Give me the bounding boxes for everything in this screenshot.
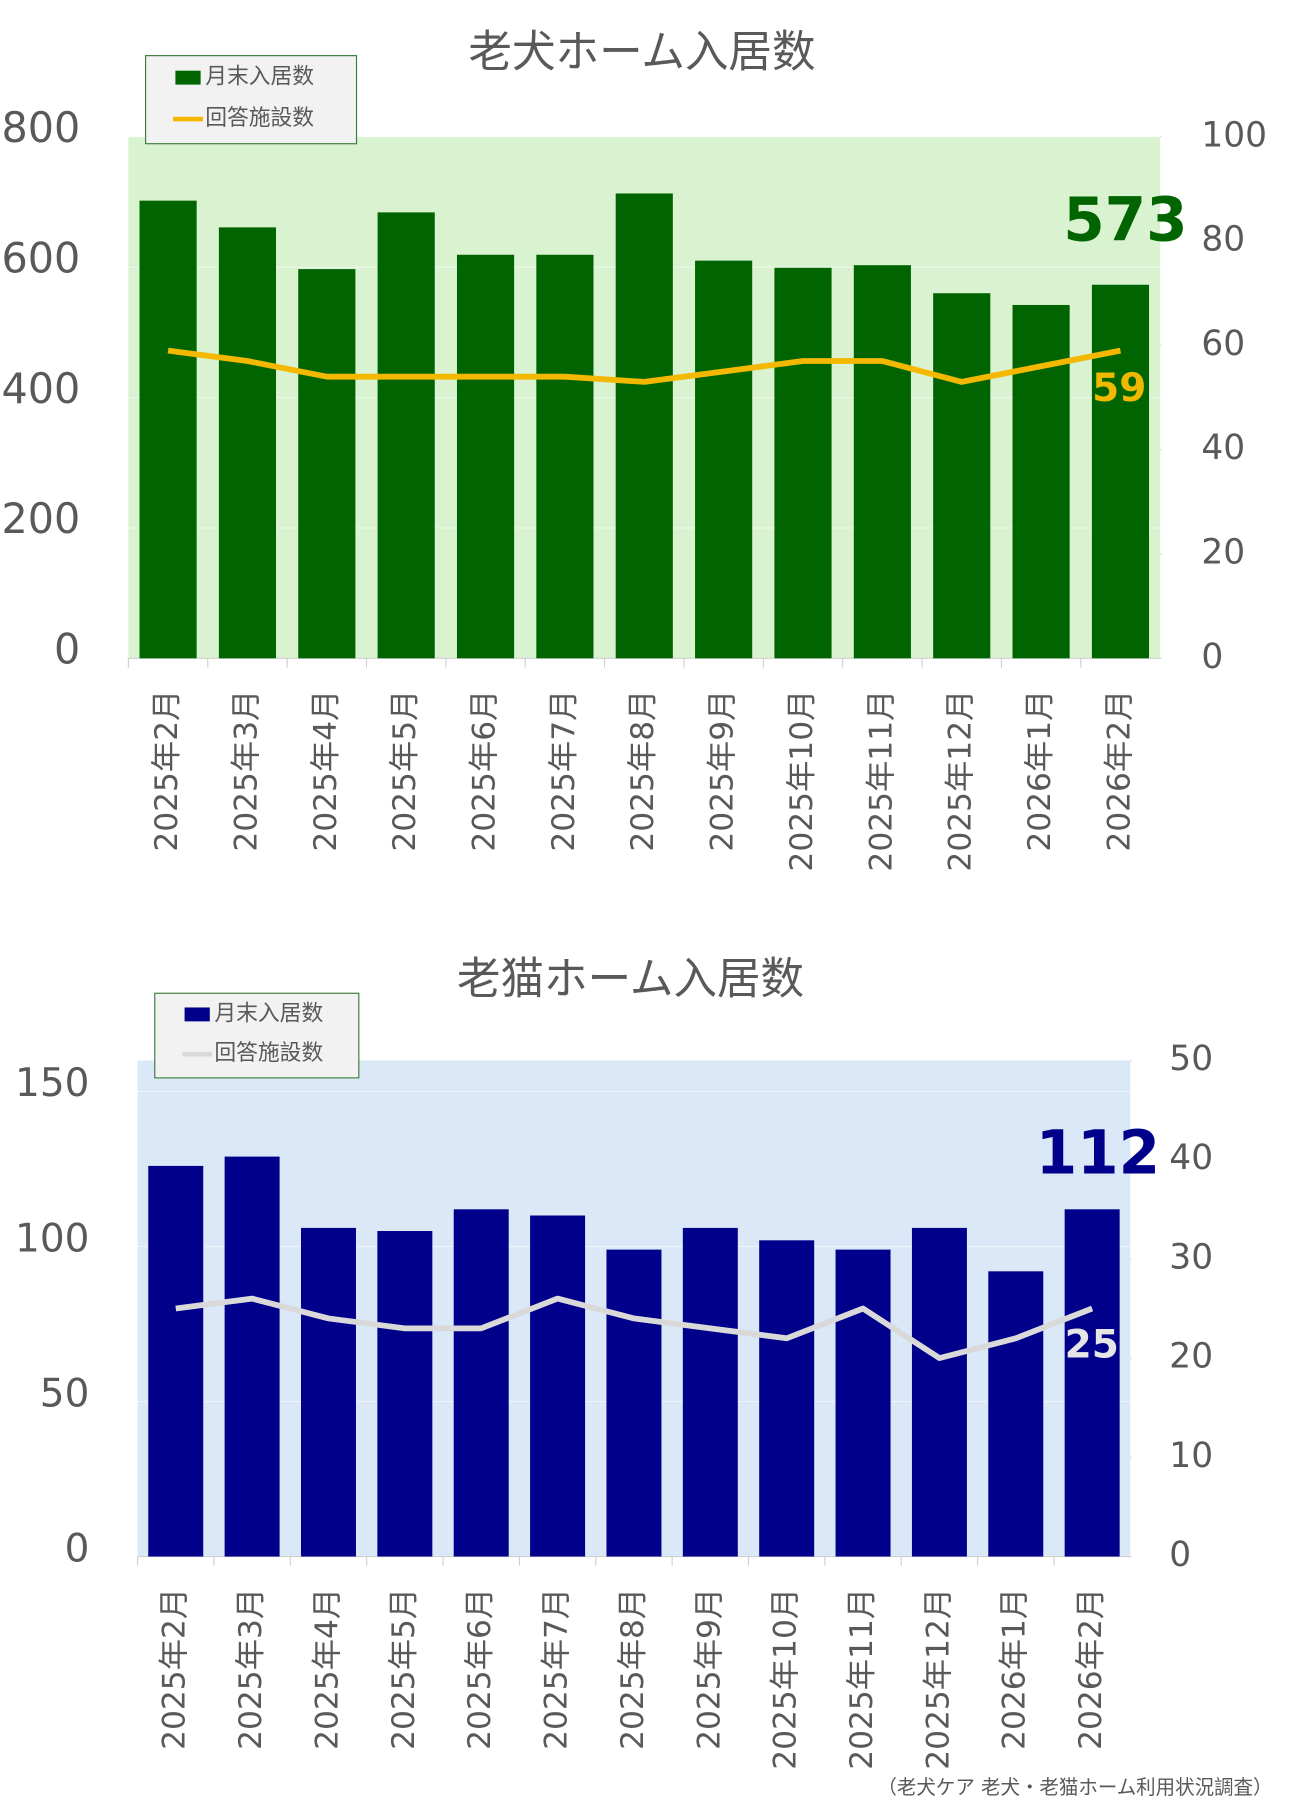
x-tick-label: 2026年2月 — [1073, 1588, 1109, 1750]
y2-tick-label: 40 — [1169, 1138, 1213, 1178]
bar — [148, 1165, 204, 1557]
y-tick-label: 150 — [15, 1061, 89, 1106]
bar — [456, 254, 515, 659]
bar — [453, 1209, 509, 1557]
bar — [139, 200, 197, 659]
x-tick-label: 2025年4月 — [308, 690, 344, 852]
x-tick-label: 2026年2月 — [1102, 690, 1138, 852]
data-label: 25 — [1065, 1322, 1119, 1367]
y2-tick-label: 0 — [1169, 1535, 1191, 1575]
bar — [536, 254, 594, 659]
y2-tick-label: 20 — [1169, 1337, 1213, 1377]
bar — [933, 293, 991, 659]
legend-label: 月末入居数 — [214, 1001, 323, 1026]
y-tick-label: 50 — [40, 1371, 90, 1416]
footnote: （老犬ケア 老犬・老猫ホーム利用状況調査） — [877, 1776, 1272, 1799]
bar — [377, 212, 435, 659]
x-tick-label: 2025年10月 — [784, 690, 820, 872]
x-tick-label: 2025年7月 — [546, 690, 582, 852]
x-tick-label: 2025年5月 — [387, 690, 423, 852]
x-tick-label: 2025年11月 — [863, 690, 899, 872]
bar — [377, 1231, 433, 1557]
y-tick-label: 600 — [1, 233, 80, 282]
y2-tick-label: 30 — [1169, 1237, 1213, 1277]
x-tick-label: 2025年5月 — [386, 1588, 422, 1750]
y-tick-label: 800 — [1, 103, 80, 152]
legend-box — [145, 55, 358, 145]
x-tick-label: 2025年6月 — [462, 1588, 498, 1750]
y2-tick-label: 50 — [1169, 1039, 1213, 1079]
chart-title: 老猫ホーム入居数 — [457, 954, 804, 1005]
data-label: 573 — [1063, 185, 1187, 255]
x-tick-label: 2026年1月 — [1022, 690, 1058, 852]
y-tick-label: 200 — [1, 494, 80, 543]
legend-swatch — [175, 70, 201, 85]
x-tick-label: 2026年1月 — [997, 1588, 1033, 1750]
x-tick-label: 2025年3月 — [233, 1588, 269, 1750]
bar — [695, 260, 753, 659]
bar — [606, 1249, 662, 1557]
x-tick-label: 2025年4月 — [310, 1588, 346, 1750]
bar — [835, 1249, 891, 1557]
legend-swatch — [184, 1007, 210, 1022]
bar — [759, 1240, 815, 1557]
bar — [530, 1215, 586, 1557]
bar — [774, 267, 832, 659]
legend-label: 月末入居数 — [205, 65, 314, 90]
y2-tick-label: 0 — [1201, 637, 1223, 677]
x-tick-label: 2025年2月 — [149, 690, 185, 852]
x-tick-label: 2025年7月 — [539, 1588, 575, 1750]
y2-tick-label: 60 — [1201, 324, 1245, 364]
y-tick-label: 0 — [54, 624, 80, 673]
data-label: 112 — [1036, 1118, 1160, 1188]
y-tick-label: 100 — [15, 1216, 89, 1261]
bar — [300, 1227, 356, 1557]
x-tick-label: 2025年10月 — [768, 1588, 804, 1770]
legend-label: 回答施設数 — [205, 106, 314, 131]
x-tick-label: 2025年8月 — [625, 690, 661, 852]
bar — [615, 193, 673, 659]
y2-tick-label: 100 — [1201, 115, 1267, 155]
y2-tick-label: 40 — [1201, 428, 1245, 468]
y-tick-label: 400 — [1, 364, 80, 413]
bar — [224, 1156, 280, 1557]
y-tick-label: 0 — [65, 1526, 90, 1571]
legend-label: 回答施設数 — [214, 1041, 323, 1066]
data-label: 59 — [1092, 366, 1146, 411]
bar — [298, 269, 356, 659]
bar — [1091, 284, 1150, 659]
bar — [988, 1271, 1044, 1557]
x-tick-label: 2025年11月 — [844, 1588, 880, 1770]
x-tick-label: 2025年9月 — [691, 1588, 727, 1750]
legend-box — [154, 992, 360, 1079]
x-tick-label: 2025年12月 — [921, 1588, 957, 1770]
x-tick-label: 2025年8月 — [615, 1588, 651, 1750]
chart-title: 老犬ホーム入居数 — [468, 26, 815, 77]
bar — [682, 1227, 738, 1557]
bar — [218, 227, 277, 659]
bar — [1012, 304, 1070, 659]
y2-tick-label: 20 — [1201, 532, 1245, 572]
bar — [911, 1227, 967, 1557]
x-tick-label: 2025年6月 — [467, 690, 503, 852]
x-tick-label: 2025年3月 — [229, 690, 265, 852]
line — [175, 1295, 1094, 1362]
bar — [853, 265, 911, 659]
bar — [1064, 1209, 1120, 1557]
x-tick-label: 2025年12月 — [943, 690, 979, 872]
x-tick-label: 2025年9月 — [705, 690, 741, 852]
line — [167, 347, 1122, 385]
y2-tick-label: 80 — [1201, 219, 1245, 259]
y2-tick-label: 10 — [1169, 1436, 1213, 1476]
x-tick-label: 2025年2月 — [157, 1588, 193, 1750]
